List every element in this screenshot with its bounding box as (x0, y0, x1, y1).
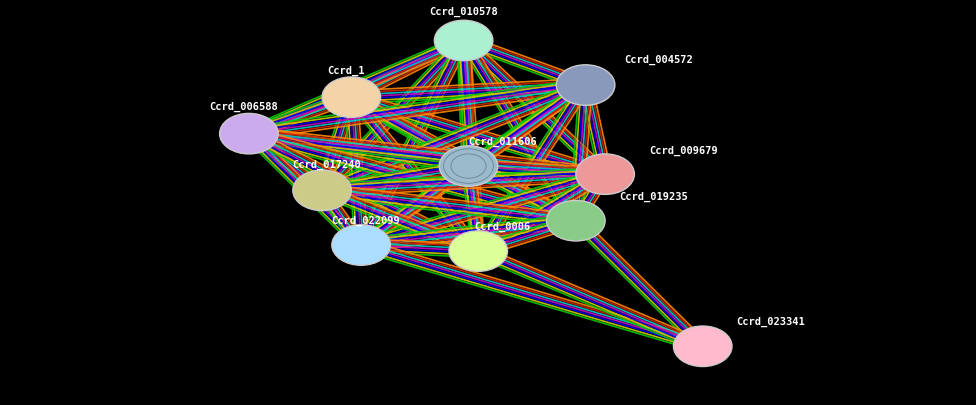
Ellipse shape (322, 77, 381, 117)
Text: Ccrd_011606: Ccrd_011606 (468, 136, 537, 147)
Ellipse shape (449, 231, 508, 271)
Ellipse shape (576, 154, 634, 194)
Ellipse shape (293, 170, 351, 211)
Ellipse shape (439, 146, 498, 186)
Ellipse shape (434, 20, 493, 61)
Text: Ccrd_010578: Ccrd_010578 (429, 7, 498, 17)
Text: Ccrd_023341: Ccrd_023341 (737, 317, 805, 327)
Ellipse shape (332, 225, 390, 265)
Ellipse shape (673, 326, 732, 367)
Text: Ccrd_1: Ccrd_1 (328, 66, 365, 76)
Text: Ccrd_004572: Ccrd_004572 (625, 55, 693, 65)
Ellipse shape (556, 65, 615, 105)
Text: Ccrd_006588: Ccrd_006588 (210, 102, 278, 112)
Text: Ccrd_022099: Ccrd_022099 (332, 215, 400, 226)
Text: Ccrd_0006: Ccrd_0006 (474, 222, 531, 232)
Ellipse shape (220, 113, 278, 154)
Ellipse shape (547, 200, 605, 241)
Text: Ccrd_009679: Ccrd_009679 (649, 145, 717, 156)
Text: Ccrd_019235: Ccrd_019235 (620, 192, 688, 202)
Text: Ccrd_017240: Ccrd_017240 (293, 160, 361, 170)
